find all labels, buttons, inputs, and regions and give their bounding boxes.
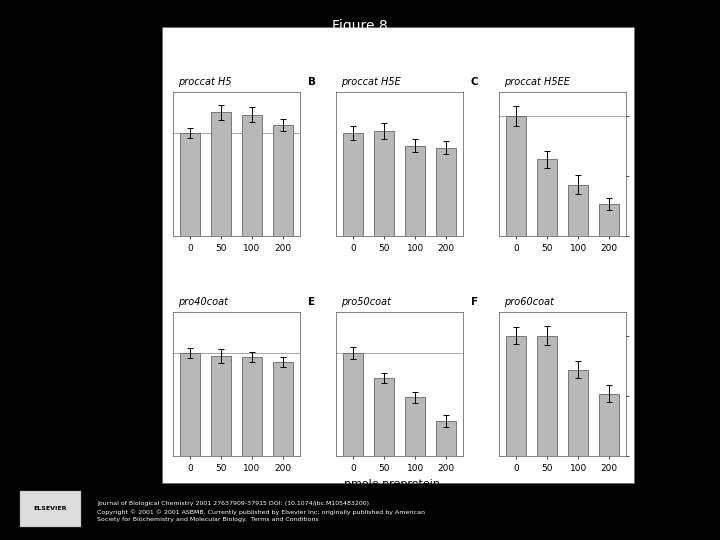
Text: pro40coat: pro40coat	[178, 297, 228, 307]
Text: ELSEVIER: ELSEVIER	[34, 506, 67, 511]
Bar	[405, 397, 426, 456]
Bar	[242, 114, 262, 237]
Text: F: F	[471, 297, 478, 307]
Text: pmole preprotein: pmole preprotein	[344, 478, 441, 489]
Bar	[162, 27, 634, 483]
Bar	[211, 112, 231, 237]
Bar	[242, 357, 262, 456]
Text: B: B	[308, 77, 316, 87]
Bar	[273, 362, 293, 456]
Bar	[405, 145, 426, 237]
Text: proccat H5E: proccat H5E	[341, 77, 401, 87]
Text: pro50coat: pro50coat	[341, 297, 391, 307]
Bar	[211, 356, 231, 456]
Bar	[343, 353, 363, 456]
Text: E: E	[308, 297, 315, 307]
Bar	[568, 185, 588, 237]
Text: A: A	[145, 77, 153, 87]
Text: C: C	[471, 77, 479, 87]
Text: Journal of Biological Chemistry 2001 27637909-37915 DOI: (10.1074/jbc.M105483200: Journal of Biological Chemistry 2001 276…	[97, 501, 369, 505]
Bar	[374, 131, 394, 237]
Bar	[537, 159, 557, 237]
Bar	[568, 369, 588, 456]
Bar	[599, 204, 619, 237]
Text: Figure 8: Figure 8	[332, 19, 388, 33]
Text: proccat H5EE: proccat H5EE	[504, 77, 570, 87]
Bar	[273, 125, 293, 237]
Bar	[537, 336, 557, 456]
Bar	[343, 133, 363, 237]
Text: pro60coat: pro60coat	[504, 297, 554, 307]
Text: Society for Biochemistry and Molecular Biology.  Terms and Conditions: Society for Biochemistry and Molecular B…	[97, 517, 319, 522]
Bar	[180, 353, 200, 456]
Text: Copyright © 2001 © 2001 ASBMB. Currently published by Elsevier Inc; originally p: Copyright © 2001 © 2001 ASBMB. Currently…	[97, 509, 426, 515]
Text: D: D	[145, 297, 153, 307]
Bar	[436, 147, 456, 237]
Text: ATPase activity (%): ATPase activity (%)	[639, 226, 649, 325]
Bar	[180, 133, 200, 237]
Bar	[506, 336, 526, 456]
Bar	[599, 394, 619, 456]
Text: proccat H5: proccat H5	[178, 77, 232, 87]
Bar	[374, 378, 394, 456]
Bar	[20, 491, 81, 526]
Bar	[436, 421, 456, 456]
Bar	[506, 116, 526, 237]
